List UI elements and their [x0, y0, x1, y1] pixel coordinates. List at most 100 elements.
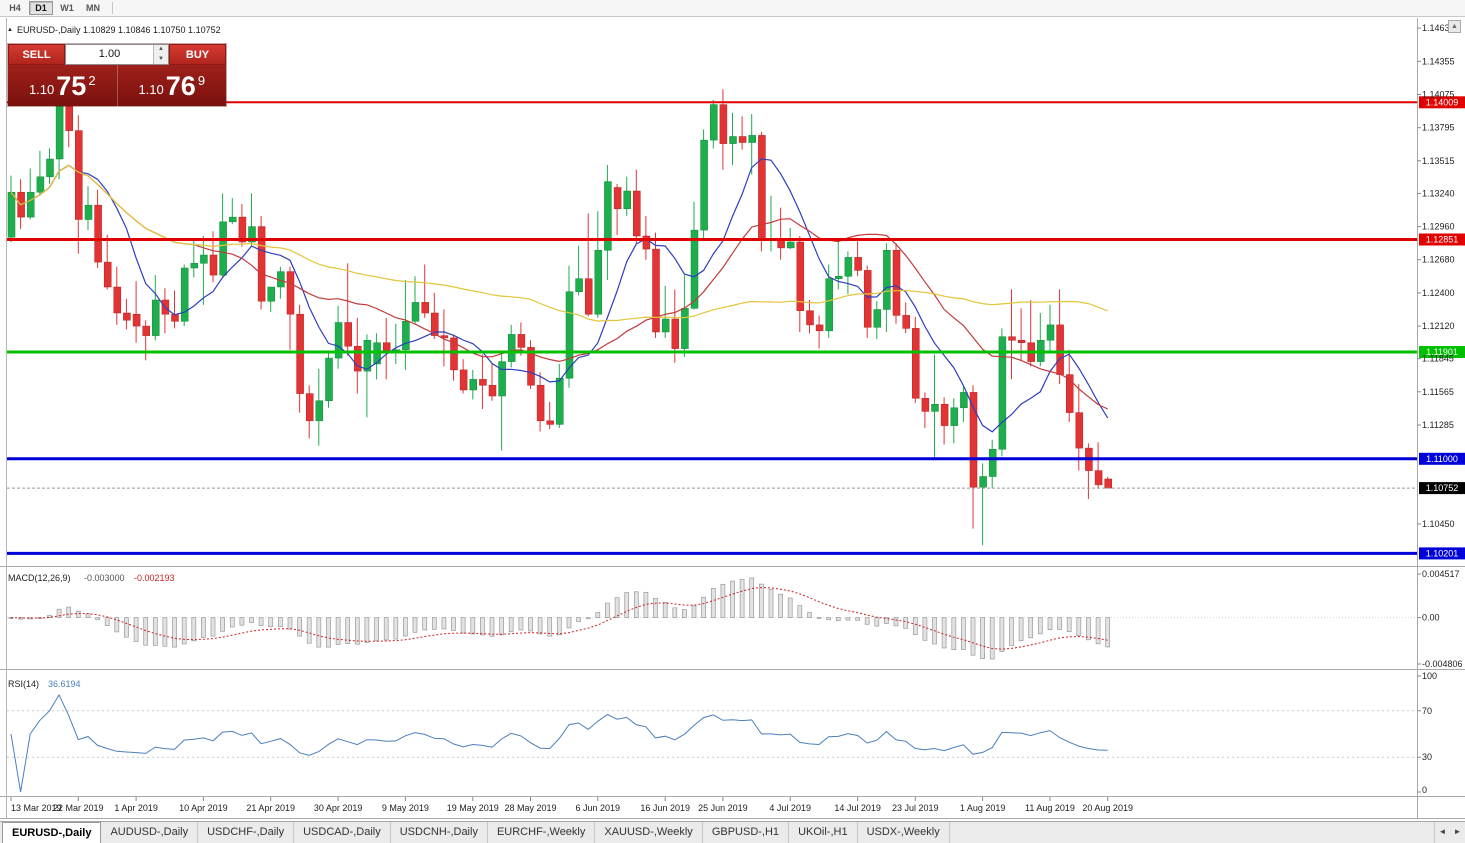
macd-histogram-bar	[47, 615, 52, 618]
macd-histogram-bar	[1095, 617, 1101, 645]
macd-histogram-bar	[172, 617, 177, 648]
tab-gbpusd-h1[interactable]: GBPUSD-,H1	[703, 822, 790, 843]
buy-price-big: 76	[165, 70, 196, 101]
candle-body	[873, 309, 882, 328]
candle-body	[796, 241, 805, 311]
rsi-axis-label: 100	[1422, 671, 1437, 681]
macd-histogram-bar	[278, 617, 283, 627]
sell-price-pip: 2	[88, 72, 96, 88]
candle-body	[334, 322, 343, 359]
timeframe-button-w1[interactable]: W1	[55, 1, 79, 15]
rsi-axis-label: 0	[1422, 785, 1427, 795]
sell-price[interactable]: 1.10 75 2	[8, 65, 118, 106]
timeframe-button-mn[interactable]: MN	[81, 1, 105, 15]
tab-scroll-left-icon[interactable]: ◄	[1438, 827, 1447, 836]
candle-body	[844, 257, 853, 277]
candle-body	[613, 187, 622, 210]
volume-spinner[interactable]: 1.00 ▲ ▼	[65, 44, 169, 65]
sell-button[interactable]: SELL	[8, 44, 65, 65]
candle-body	[488, 385, 497, 397]
volume-value[interactable]: 1.00	[98, 48, 121, 60]
macd-histogram-bar	[547, 617, 553, 637]
macd-histogram-bar	[778, 593, 783, 618]
macd-value-main: -0.003000	[84, 573, 125, 583]
volume-up-icon[interactable]: ▲	[154, 45, 168, 55]
tab-eurusd-daily[interactable]: EURUSD-,Daily	[2, 822, 102, 843]
macd-histogram-bar	[672, 607, 678, 618]
candle-body	[921, 398, 930, 412]
tab-audusd-daily[interactable]: AUDUSD-,Daily	[101, 822, 199, 843]
macd-histogram-bar	[306, 617, 312, 644]
macd-histogram-bar	[412, 617, 418, 633]
candle-body	[411, 302, 420, 322]
candle-body	[132, 313, 141, 327]
price-axis: 1.14635 1.14355 1.14075 1.13795 1.13515 1.132…	[1417, 23, 1455, 529]
candle-body	[710, 104, 718, 141]
candle-body	[633, 190, 641, 237]
timeframe-button-h4[interactable]: H4	[3, 1, 27, 15]
candle-body	[26, 191, 35, 218]
macd-histogram-bar	[884, 617, 889, 624]
macd-histogram-bar	[807, 612, 812, 618]
candle-body	[469, 379, 478, 391]
hline-price-label: 1.11000	[1426, 454, 1458, 464]
macd-histogram-bar	[258, 617, 264, 626]
tab-usdcnh-daily[interactable]: USDCNH-,Daily	[391, 822, 488, 843]
date-axis-label: 19 May 2019	[447, 803, 499, 813]
one-click-trading-panel: SELL 1.00 ▲ ▼ BUY 1.10 75 2 1.10 76 9	[8, 44, 226, 106]
candle-body	[546, 420, 554, 425]
candle-body	[113, 286, 122, 314]
macd-histogram-bar	[75, 610, 81, 618]
candle-body	[315, 400, 324, 422]
macd-histogram-bar	[614, 597, 620, 618]
buy-button[interactable]: BUY	[169, 44, 226, 65]
volume-stepper[interactable]: ▲ ▼	[153, 45, 168, 64]
tab-eurchf-weekly[interactable]: EURCHF-,Weekly	[488, 822, 596, 843]
tab-xauusd-weekly[interactable]: XAUUSD-,Weekly	[595, 822, 703, 843]
macd-histogram-bar	[1066, 617, 1072, 633]
candle-body	[479, 379, 487, 386]
date-axis-label: 11 Aug 2019	[1025, 803, 1075, 813]
tab-usdchf-daily[interactable]: USDCHF-,Daily	[198, 822, 295, 843]
macd-histogram-bar	[181, 617, 187, 645]
timeframe-button-d1[interactable]: D1	[29, 1, 53, 15]
sell-price-big: 75	[56, 70, 87, 101]
price-axis-label: 1.14635	[1422, 23, 1455, 33]
macd-axis-label: 0.00	[1422, 613, 1440, 623]
macd-histogram-bar	[912, 617, 918, 635]
candle-body	[431, 312, 439, 336]
candle-body	[719, 104, 728, 144]
macd-histogram-bar	[403, 617, 408, 637]
macd-histogram-bar	[229, 617, 235, 628]
macd-histogram-bar	[835, 617, 841, 621]
date-axis-label: 14 Jul 2019	[834, 803, 881, 813]
current-price-label-bg	[1419, 482, 1465, 495]
trade-panel-toggle-icon[interactable]: ▲	[7, 27, 13, 33]
macd-histogram-bar	[682, 609, 687, 618]
buy-price[interactable]: 1.10 76 9	[118, 65, 227, 106]
hline-price-label-bg	[1419, 346, 1465, 358]
candle-body	[46, 158, 54, 178]
date-axis-label: 25 Jun 2019	[698, 803, 748, 813]
macd-histogram-bar	[864, 617, 870, 625]
macd-histogram-bar	[1086, 617, 1091, 641]
macd-histogram-bar	[354, 617, 360, 645]
volume-down-icon[interactable]: ▼	[154, 54, 168, 64]
macd-histogram-bar	[152, 617, 158, 646]
tab-usdx-weekly[interactable]: USDX-,Weekly	[858, 822, 950, 843]
tab-scroll-right-icon[interactable]: ►	[1453, 827, 1462, 836]
candle-body	[690, 229, 699, 309]
chart-scroll-up-button[interactable]: ▲	[1448, 20, 1461, 33]
macd-histogram-bar	[970, 617, 976, 656]
hline-price-label-bg	[1419, 452, 1465, 465]
candle-body	[498, 361, 506, 397]
macd-histogram-bar	[662, 602, 668, 618]
chart-plot-area[interactable]	[7, 18, 1417, 818]
macd-histogram-bar	[326, 617, 331, 648]
macd-histogram-bar	[499, 617, 504, 636]
tab-usdcad-daily[interactable]: USDCAD-,Daily	[294, 822, 391, 843]
price-axis-label: 1.13795	[1422, 123, 1455, 133]
macd-histogram-bar	[431, 617, 437, 630]
candle-body	[36, 176, 45, 193]
tab-ukoil-h1[interactable]: UKOil-,H1	[789, 822, 858, 843]
